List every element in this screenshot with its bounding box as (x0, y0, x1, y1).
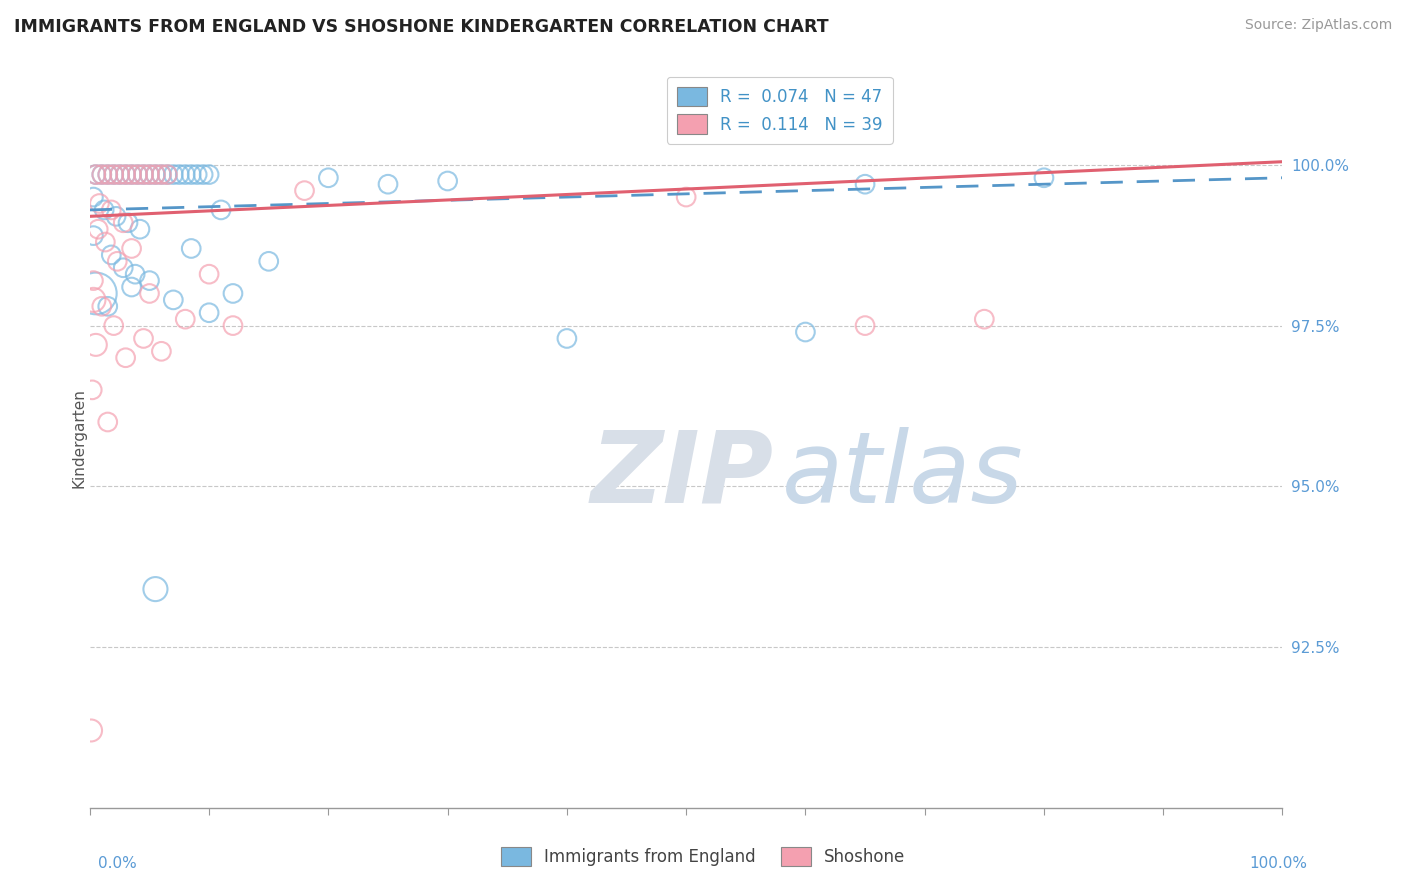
Point (94, 235, 117, 249)
Point (1033, 170, 1056, 185)
Point (82, 190, 104, 204)
Point (127, 168, 149, 182)
Point (108, 168, 131, 182)
Text: atlas: atlas (782, 426, 1024, 524)
Point (97, 415, 120, 429)
Point (103, 168, 125, 182)
Point (853, 178, 876, 192)
Point (103, 318, 125, 333)
Point (145, 168, 167, 182)
Point (93, 202, 115, 217)
Point (84, 338, 107, 352)
Point (114, 168, 136, 182)
Point (121, 168, 143, 182)
Point (112, 260, 135, 275)
Point (100, 248, 122, 262)
Point (162, 168, 184, 182)
Point (145, 582, 167, 596)
Point (90, 168, 112, 182)
Point (198, 168, 221, 182)
Point (121, 168, 143, 182)
Point (89, 196, 111, 211)
Legend: R =  0.074   N = 47, R =  0.114   N = 39: R = 0.074 N = 47, R = 0.114 N = 39 (666, 77, 893, 144)
Point (117, 216, 139, 230)
Point (198, 267, 221, 281)
Point (112, 216, 135, 230)
Point (257, 254, 280, 268)
Point (150, 344, 173, 359)
Point (105, 210, 128, 224)
Point (127, 168, 149, 182)
Point (114, 168, 136, 182)
Text: Source: ZipAtlas.com: Source: ZipAtlas.com (1244, 18, 1392, 32)
Point (169, 168, 191, 182)
Y-axis label: Kindergarten: Kindergarten (72, 388, 86, 488)
Point (138, 168, 160, 182)
Point (87, 222, 110, 236)
Point (138, 168, 160, 182)
Point (97, 168, 120, 182)
Point (162, 293, 184, 307)
Text: 100.0%: 100.0% (1250, 856, 1308, 871)
Point (90, 299, 112, 313)
Point (84, 168, 107, 182)
Point (124, 267, 146, 281)
Point (209, 202, 232, 217)
Point (103, 168, 125, 182)
Point (794, 325, 817, 339)
Point (156, 168, 179, 182)
Point (675, 190, 697, 204)
Point (156, 168, 179, 182)
Point (180, 242, 202, 256)
Point (84, 286, 107, 301)
Point (138, 274, 160, 288)
Point (555, 331, 578, 345)
Point (853, 318, 876, 333)
Point (222, 318, 245, 333)
Point (436, 174, 458, 188)
Point (114, 351, 136, 365)
Point (973, 312, 995, 326)
Point (82, 383, 104, 397)
Point (132, 168, 155, 182)
Point (294, 184, 316, 198)
Point (97, 299, 120, 313)
Point (82, 293, 104, 307)
Point (138, 286, 160, 301)
Point (132, 331, 155, 345)
Point (121, 242, 143, 256)
Point (150, 168, 173, 182)
Point (150, 168, 173, 182)
Point (84, 168, 107, 182)
Text: 0.0%: 0.0% (98, 856, 138, 871)
Point (191, 168, 214, 182)
Point (100, 202, 122, 217)
Point (180, 168, 202, 182)
Point (129, 222, 152, 236)
Point (90, 168, 112, 182)
Point (82, 274, 104, 288)
Point (80, 723, 103, 738)
Point (82, 228, 104, 243)
Point (97, 168, 120, 182)
Point (198, 306, 221, 320)
Point (145, 168, 167, 182)
Point (121, 280, 143, 294)
Legend: Immigrants from England, Shoshone: Immigrants from England, Shoshone (492, 838, 914, 875)
Point (108, 168, 131, 182)
Point (132, 168, 155, 182)
Point (318, 170, 340, 185)
Text: ZIP: ZIP (591, 426, 773, 524)
Text: IMMIGRANTS FROM ENGLAND VS SHOSHONE KINDERGARTEN CORRELATION CHART: IMMIGRANTS FROM ENGLAND VS SHOSHONE KIND… (14, 18, 828, 36)
Point (377, 178, 399, 192)
Point (174, 312, 197, 326)
Point (186, 168, 208, 182)
Point (174, 168, 197, 182)
Point (105, 254, 128, 268)
Point (222, 286, 245, 301)
